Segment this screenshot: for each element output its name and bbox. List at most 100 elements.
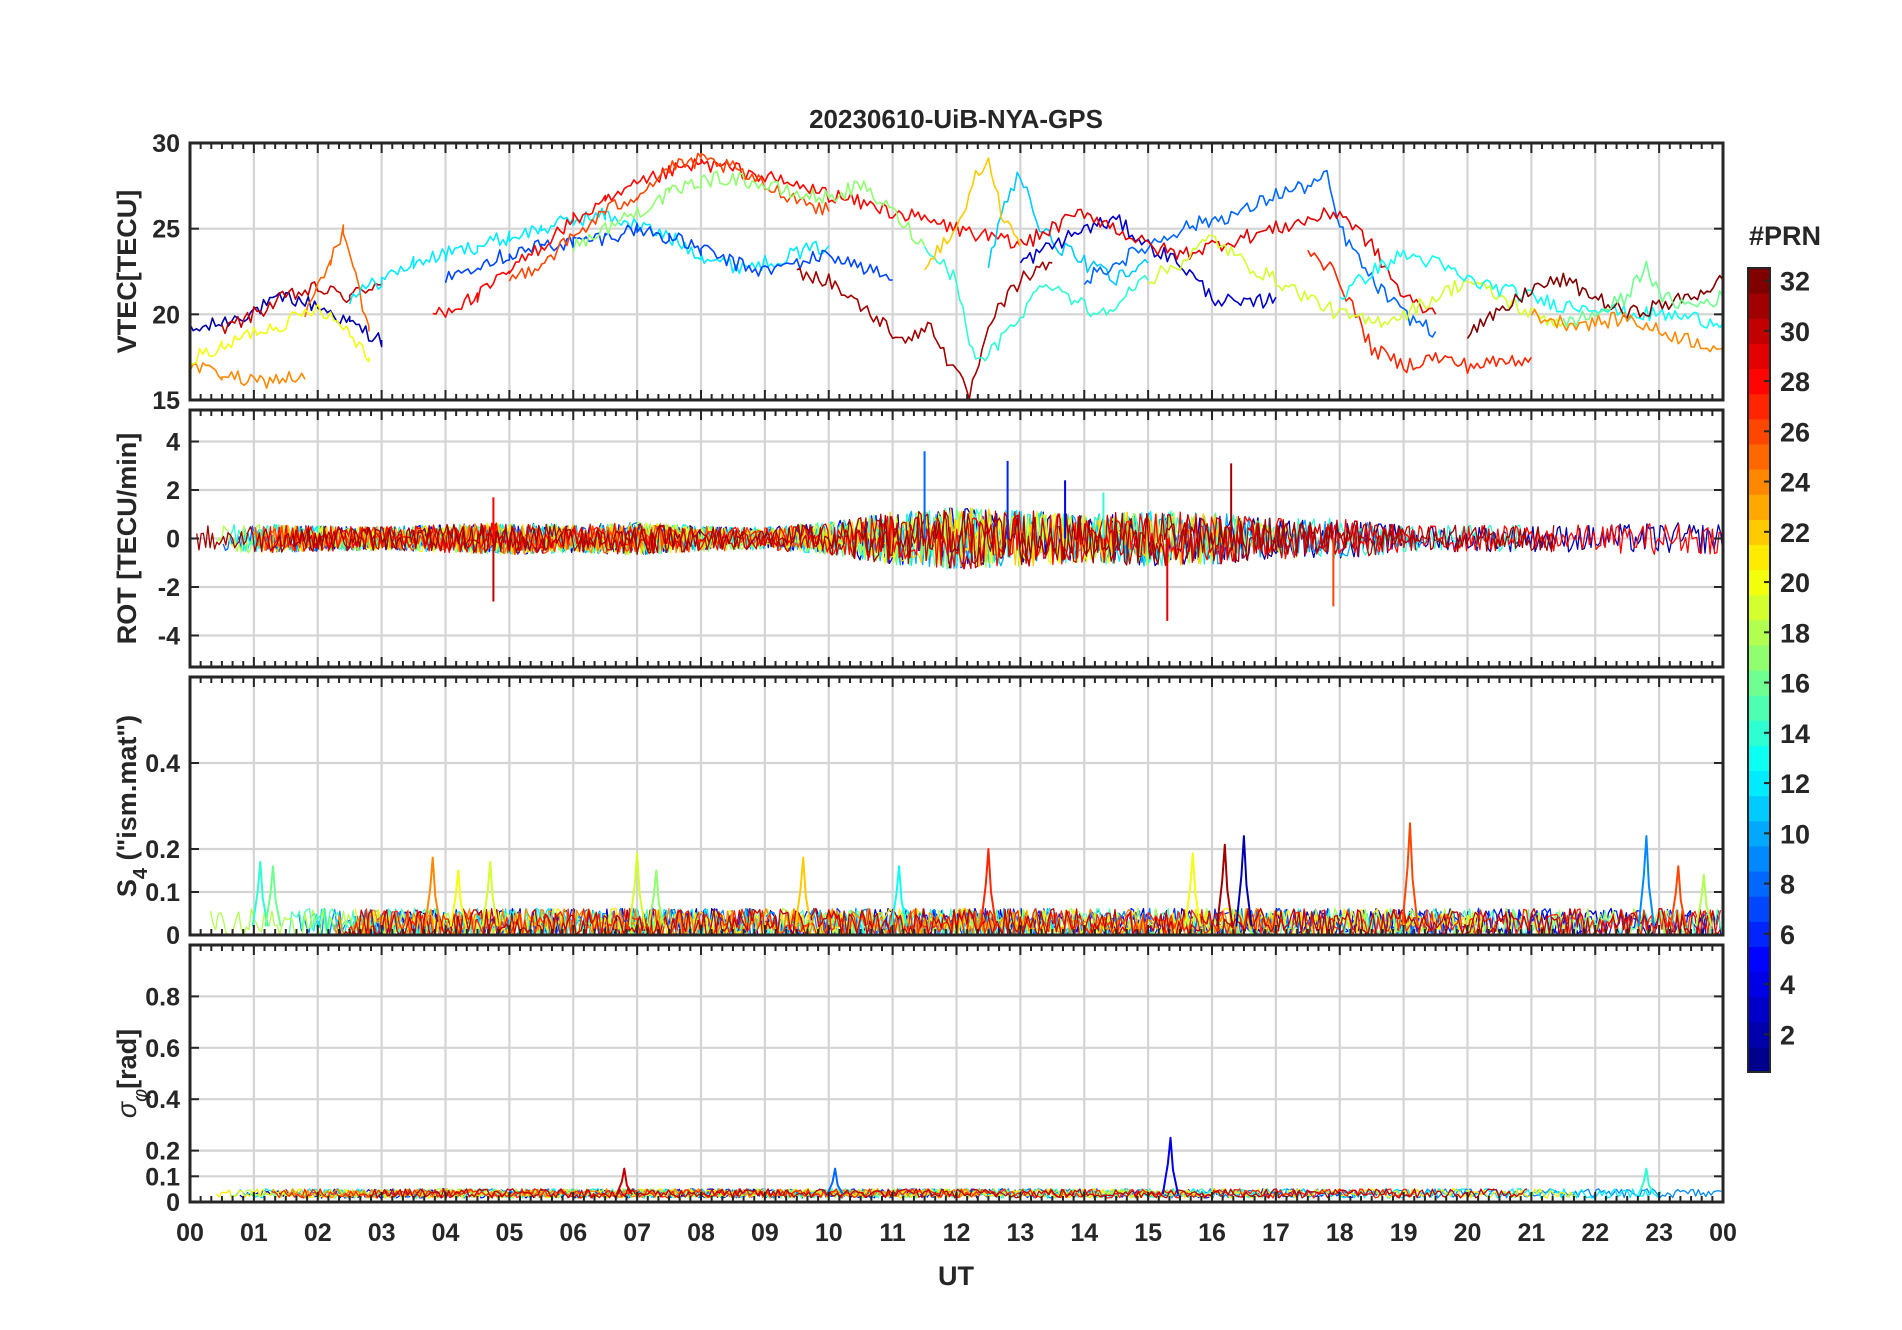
vtec-series-prn-30: [221, 280, 383, 335]
s4-ylabel-sub: 4: [130, 867, 152, 879]
colorbar-segment: [1748, 343, 1770, 370]
s4-peak: [628, 852, 646, 927]
colorbar-tick-label: 14: [1780, 719, 1810, 749]
rot-series-prn-31: [196, 510, 1555, 566]
colorbar-segment: [1748, 368, 1770, 395]
vtec-series-prn-11: [987, 171, 1149, 286]
colorbar-tick-label: 16: [1780, 669, 1810, 699]
s4-peak: [794, 856, 812, 927]
sigphi-data: [215, 1136, 1722, 1199]
x-tick-label: 17: [1262, 1219, 1290, 1247]
s4-peak: [1235, 835, 1253, 927]
x-tick-label: 20: [1454, 1219, 1482, 1247]
sigphi-ytick-label: 0.4: [145, 1086, 180, 1114]
colorbar-segment: [1748, 795, 1770, 822]
vtec-ytick-label: 25: [152, 216, 180, 244]
colorbar-segment: [1748, 745, 1770, 772]
colorbar-segment: [1748, 644, 1770, 671]
vtec-series-prn-25: [304, 224, 370, 332]
s4-peak: [1695, 873, 1713, 927]
colorbar-segment: [1748, 569, 1770, 596]
colorbar-tick-label: 24: [1780, 468, 1810, 498]
colorbar-segment: [1748, 871, 1770, 897]
x-tick-label: 16: [1198, 1219, 1226, 1247]
sigphi-ytick-label: 0.2: [145, 1138, 180, 1166]
vtec-series-prn-8: [1083, 169, 1437, 338]
sigphi-peak: [615, 1167, 633, 1195]
rot-ytick-label: -2: [158, 574, 180, 602]
s4-ytick-label: 0.4: [145, 750, 180, 778]
colorbar-frame: [1747, 267, 1771, 1073]
x-axis-label: UT: [938, 1261, 974, 1291]
colorbar-tick-label: 30: [1780, 317, 1810, 347]
colorbar-segment: [1748, 619, 1770, 646]
vtec-series-prn-17: [572, 170, 926, 252]
vtec-ytick-label: 20: [152, 301, 180, 329]
colorbar-segment: [1748, 896, 1770, 922]
vtec-series-prn-14: [923, 246, 1149, 362]
sigphi-peak: [826, 1167, 844, 1195]
colorbar-segment: [1748, 1021, 1770, 1048]
x-tick-label: 21: [1517, 1219, 1545, 1247]
s4-peak: [647, 869, 665, 927]
vtec-series-prn-32: [1466, 272, 1723, 339]
vtec-series-prn-3: [1019, 214, 1277, 309]
vtec-ytick-label: 30: [152, 130, 180, 158]
colorbar-segment: [1748, 469, 1770, 495]
figure-title: 20230610-UiB-NYA-GPS: [809, 104, 1103, 134]
vtec-series-prn-28: [432, 158, 1022, 318]
rot-ytick-label: -4: [158, 622, 180, 650]
s4-peak: [890, 865, 908, 927]
s4-peak: [251, 860, 269, 927]
x-tick-label: 22: [1581, 1219, 1609, 1247]
vtec-series-prn-16: [1562, 260, 1723, 328]
colorbar-segment: [1748, 670, 1770, 696]
s4-peak: [1401, 822, 1419, 927]
colorbar-segment: [1748, 494, 1770, 520]
vtec-series-prn-7: [444, 222, 893, 284]
rot-ytick-label: 4: [166, 429, 180, 457]
s4-peak: [1637, 835, 1655, 927]
s4-peak: [481, 860, 499, 927]
colorbar-tick-label: 10: [1780, 819, 1810, 849]
x-tick-label: 00: [1709, 1219, 1737, 1247]
colorbar-segment: [1748, 720, 1770, 746]
sigphi-xticks: [189, 945, 1724, 1202]
s4-series-prn-27: [347, 907, 1722, 935]
x-tick-label: 07: [623, 1219, 651, 1247]
x-tick-label: 03: [368, 1219, 396, 1247]
s4-ytick-label: 0: [166, 922, 180, 950]
x-tick-label: 05: [495, 1219, 523, 1247]
rot-data: [196, 451, 1723, 621]
sigphi-ytick-label: 0.1: [145, 1163, 180, 1191]
sigphi-peak: [1637, 1167, 1655, 1195]
x-tick-label: 14: [1070, 1219, 1098, 1247]
sigphi-ylabel-sub: φ: [130, 1089, 152, 1102]
sigphi-ytick-label: 0.8: [145, 983, 180, 1011]
vtec-ylabel: VTEC[TECU]: [112, 190, 142, 354]
x-tick-label: 10: [815, 1219, 843, 1247]
vtec-ytick-label: 15: [152, 387, 180, 415]
vtec-series-prn-26: [508, 152, 830, 282]
colorbar-segment: [1748, 820, 1770, 847]
rot-xticks: [189, 410, 1724, 667]
panel-rot: -4 -2 0 2 4 ROT [TECU/min]: [112, 408, 1725, 669]
colorbar-tick-label: 4: [1780, 970, 1795, 1000]
colorbar-tick-label: 6: [1780, 920, 1795, 950]
vtec-data: [190, 152, 1723, 400]
colorbar-segment: [1748, 594, 1770, 621]
vtec-series-prn-13: [1339, 249, 1723, 329]
colorbar-tick-label: 32: [1780, 267, 1810, 297]
vtec-series-prn-29: [1019, 207, 1437, 315]
vtec-series-prn-31: [796, 261, 1053, 400]
colorbar-segment: [1748, 318, 1770, 344]
colorbar-segment: [1748, 921, 1770, 947]
colorbar-tick-label: 2: [1780, 1020, 1795, 1050]
vtec-series-prn-24: [190, 362, 306, 389]
sigphi-ylabel: σφ[rad]: [112, 1029, 152, 1118]
x-tick-label: 06: [559, 1219, 587, 1247]
colorbar-tick-label: 20: [1780, 568, 1810, 598]
s4-peak: [264, 865, 282, 927]
x-tick-label: 04: [432, 1219, 460, 1247]
